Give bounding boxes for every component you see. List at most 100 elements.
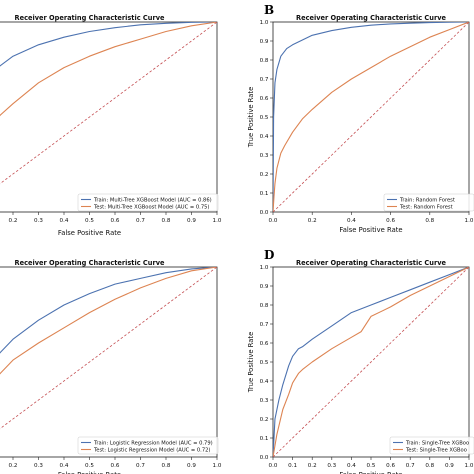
series-group (0, 22, 217, 185)
roc-panel-a: Receiver Operating Characteristic Curve 0… (0, 14, 222, 237)
y-tick-label: 0.3 (260, 398, 269, 404)
x-tick-label: 1.0 (213, 218, 222, 224)
x-tick-label: 0.5 (367, 463, 376, 469)
y-axis-label: True Positive Rate (247, 87, 255, 149)
roc-curve-test (0, 22, 217, 117)
x-tick-label: 0.3 (327, 463, 336, 469)
x-tick-label: 0.4 (347, 218, 356, 224)
y-tick-label: 0.4 (260, 134, 269, 140)
y-axis-label: True Positive Rate (247, 332, 255, 394)
y-tick-label: 0.6 (260, 96, 269, 102)
series-group (0, 267, 217, 430)
x-tick-label: 0.0 (269, 463, 278, 469)
x-tick-label: 0.5 (85, 463, 94, 469)
series-group (273, 267, 469, 457)
x-tick-label: 0.5 (85, 218, 94, 224)
x-tick-label: 0.8 (162, 218, 171, 224)
legend-box (383, 193, 474, 212)
roc-curve-train (273, 267, 469, 457)
x-tick-label: 0.7 (136, 463, 145, 469)
x-tick-label: 0.3 (34, 463, 43, 469)
legend-label: Test: Random Forest (399, 204, 453, 210)
chart-title: Receiver Operating Characteristic Curve (15, 14, 165, 22)
x-axis-label: False Positive Rate (58, 229, 121, 237)
x-tick-label: 0.4 (347, 463, 356, 469)
x-tick-label: 0.0 (269, 218, 278, 224)
y-tick-label: 0.7 (260, 322, 269, 328)
x-tick-label: 0.7 (406, 463, 415, 469)
y-tick-label: 0.8 (260, 303, 269, 309)
y-tick-label: 0.0 (260, 455, 269, 461)
chance-line (273, 267, 469, 457)
x-axis-label: False Positive Rate (58, 471, 121, 474)
x-tick-label: 0.6 (386, 218, 395, 224)
x-tick-label: 0.8 (425, 218, 434, 224)
roc-panel-d: Receiver Operating Characteristic Curve D… (247, 248, 474, 474)
chance-line (0, 22, 217, 185)
y-tick-label: 0.8 (260, 58, 269, 64)
roc-curve-train (273, 22, 469, 212)
legend-box (77, 193, 219, 212)
x-tick-label: 1.0 (465, 463, 474, 469)
x-tick-label: 0.2 (308, 218, 317, 224)
y-tick-label: 0.0 (260, 210, 269, 216)
legend-label: Train: Single-Tree XGBoo (405, 440, 469, 446)
roc-curve-test (273, 22, 469, 212)
legend-box (389, 436, 474, 455)
legend: Train: Logistic Regression Model (AUC = … (77, 436, 219, 455)
roc-curve-train (0, 22, 217, 67)
y-tick-label: 1.0 (260, 265, 269, 271)
y-tick-label: 0.9 (260, 39, 269, 45)
plot-frame (0, 266, 218, 458)
x-axis-label: False Positive Rate (339, 226, 402, 234)
roc-panel-b: Receiver Operating Characteristic Curve B… (247, 3, 474, 234)
x-tick-label: 0.6 (386, 463, 395, 469)
legend-label: Test: Multi-Tree XGBoost Model (AUC = 0.… (93, 204, 209, 210)
legend-label: Train: Multi-Tree XGBoost Model (AUC = 0… (93, 197, 212, 203)
legend-label: Test: Logistic Regression Model (AUC = 0… (93, 447, 210, 453)
x-tick-label: 0.9 (445, 463, 454, 469)
chart-title: Receiver Operating Characteristic Curve (15, 259, 165, 267)
x-axis-label: False Positive Rate (339, 471, 402, 474)
x-tick-label: 0.8 (425, 463, 434, 469)
x-tick-label: 0.2 (9, 218, 18, 224)
legend-label: Test: Single-Tree XGBoo (405, 447, 467, 453)
x-tick-label: 0.4 (60, 218, 69, 224)
x-tick-label: 0.6 (111, 218, 120, 224)
chart-title: Receiver Operating Characteristic Curve (296, 14, 446, 22)
y-tick-label: 0.2 (260, 172, 269, 178)
chance-line (273, 22, 469, 212)
x-tick-label: 1.0 (465, 218, 474, 224)
y-tick-label: 0.6 (260, 341, 269, 347)
y-tick-label: 1.0 (260, 20, 269, 26)
y-tick-label: 0.9 (260, 284, 269, 290)
chance-line (0, 267, 217, 430)
series-group (273, 22, 469, 212)
y-tick-label: 0.7 (260, 77, 269, 83)
x-tick-label: 0.3 (34, 218, 43, 224)
legend-label: Train: Logistic Regression Model (AUC = … (93, 440, 213, 446)
y-tick-label: 0.1 (260, 191, 269, 197)
roc-panel-c: Receiver Operating Characteristic Curve 0… (0, 259, 222, 474)
y-tick-label: 0.4 (260, 379, 269, 385)
roc-curve-test (273, 267, 469, 457)
plot-frame (0, 21, 218, 213)
x-tick-label: 0.4 (60, 463, 69, 469)
x-tick-label: 0.9 (187, 463, 196, 469)
roc-curve-train (0, 267, 217, 354)
legend-label: Train: Random Forest (399, 197, 455, 203)
y-tick-label: 0.3 (260, 153, 269, 159)
x-tick-label: 0.1 (288, 463, 297, 469)
x-tick-label: 0.8 (162, 463, 171, 469)
x-tick-label: 0.6 (111, 463, 120, 469)
y-tick-label: 0.1 (260, 436, 269, 442)
legend-box (77, 436, 219, 455)
y-tick-label: 0.2 (260, 417, 269, 423)
legend: Train: Multi-Tree XGBoost Model (AUC = 0… (77, 193, 219, 212)
x-tick-label: 0.7 (136, 218, 145, 224)
roc-curve-test (0, 267, 217, 375)
x-tick-label: 0.2 (308, 463, 317, 469)
